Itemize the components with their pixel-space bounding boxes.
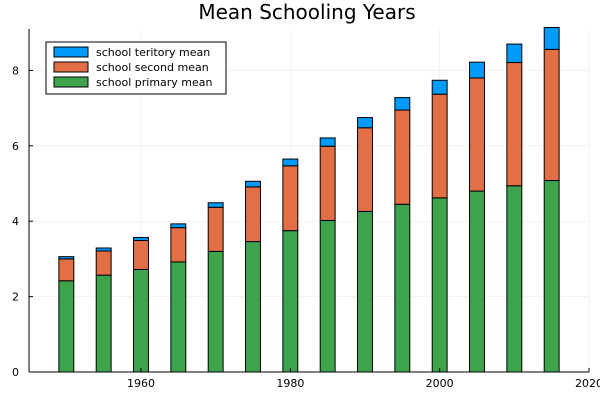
bar-school-primary-mean-1985 <box>319 219 336 373</box>
legend-swatch <box>53 46 89 58</box>
chart-title: Mean Schooling Years <box>198 0 415 24</box>
bar-school-teritory-mean-1980 <box>282 158 299 167</box>
bar-school-primary-mean-1990 <box>357 210 373 373</box>
legend-swatch <box>53 61 89 73</box>
bar-school-second-mean-1970 <box>207 206 224 252</box>
bar-school-teritory-mean-1995 <box>394 97 411 111</box>
bar-school-second-mean-1950 <box>58 258 75 282</box>
bar-school-teritory-mean-2010 <box>506 43 523 64</box>
tick-labels: 1960 1980 2000 2020 0 2 4 6 8 <box>12 64 600 390</box>
legend-label: school primary mean <box>96 76 213 89</box>
bar-school-primary-mean-1975 <box>245 241 261 373</box>
bar-school-primary-mean-1970 <box>207 250 224 373</box>
bar-school-teritory-mean-1960 <box>133 236 149 241</box>
y-tick-label: 2 <box>12 291 19 304</box>
legend-swatch <box>53 76 89 88</box>
bar-school-second-mean-2000 <box>431 93 448 199</box>
y-tick-label: 8 <box>12 64 19 77</box>
bar-school-teritory-mean-1965 <box>170 223 187 229</box>
bar-school-primary-mean-2000 <box>431 197 448 373</box>
bar-school-second-mean-1985 <box>319 145 336 221</box>
bar-school-second-mean-1955 <box>95 250 112 276</box>
bar-school-primary-mean-1955 <box>95 274 112 373</box>
bar-school-teritory-mean-2015 <box>543 26 560 50</box>
axes <box>28 29 590 373</box>
bar-school-teritory-mean-1955 <box>95 247 112 252</box>
bar-school-teritory-mean-2000 <box>431 79 448 95</box>
legend-label: school second mean <box>96 61 209 74</box>
bar-school-primary-mean-2015 <box>543 180 560 373</box>
x-tick-label: 2000 <box>426 377 454 390</box>
bar-school-teritory-mean-1950 <box>58 256 75 260</box>
legend-label: school teritory mean <box>96 46 210 59</box>
y-tick-label: 6 <box>12 140 19 153</box>
bar-school-teritory-mean-1970 <box>207 202 224 208</box>
bar-school-primary-mean-1965 <box>170 261 187 373</box>
bar-school-second-mean-2005 <box>469 77 485 192</box>
bar-school-second-mean-1960 <box>133 239 149 270</box>
bar-school-second-mean-2010 <box>506 62 523 187</box>
bars <box>58 26 560 373</box>
x-tick-label: 2020 <box>575 377 600 390</box>
bar-school-second-mean-1990 <box>357 127 373 212</box>
legend: school teritory mean school second mean sc… <box>45 41 227 95</box>
y-tick-label: 4 <box>12 215 19 228</box>
bar-school-teritory-mean-2005 <box>469 61 485 79</box>
bar-school-teritory-mean-1985 <box>319 137 336 147</box>
bar-school-second-mean-1975 <box>245 186 261 243</box>
bar-school-teritory-mean-1990 <box>357 117 373 129</box>
x-tick-label: 1980 <box>276 377 304 390</box>
bar-school-primary-mean-1960 <box>133 268 149 373</box>
bar-school-teritory-mean-1975 <box>245 180 261 188</box>
bar-school-primary-mean-1980 <box>282 230 299 373</box>
bar-school-primary-mean-1995 <box>394 203 411 373</box>
bar-school-second-mean-2015 <box>543 48 560 182</box>
bar-school-second-mean-1965 <box>170 227 187 263</box>
x-tick-label: 1960 <box>127 377 155 390</box>
bar-school-second-mean-1995 <box>394 109 411 205</box>
bar-school-primary-mean-2010 <box>506 185 523 373</box>
bar-school-primary-mean-2005 <box>469 190 485 373</box>
bar-school-primary-mean-1950 <box>58 280 75 373</box>
bar-school-second-mean-1980 <box>282 165 299 232</box>
y-tick-label: 0 <box>12 366 19 379</box>
